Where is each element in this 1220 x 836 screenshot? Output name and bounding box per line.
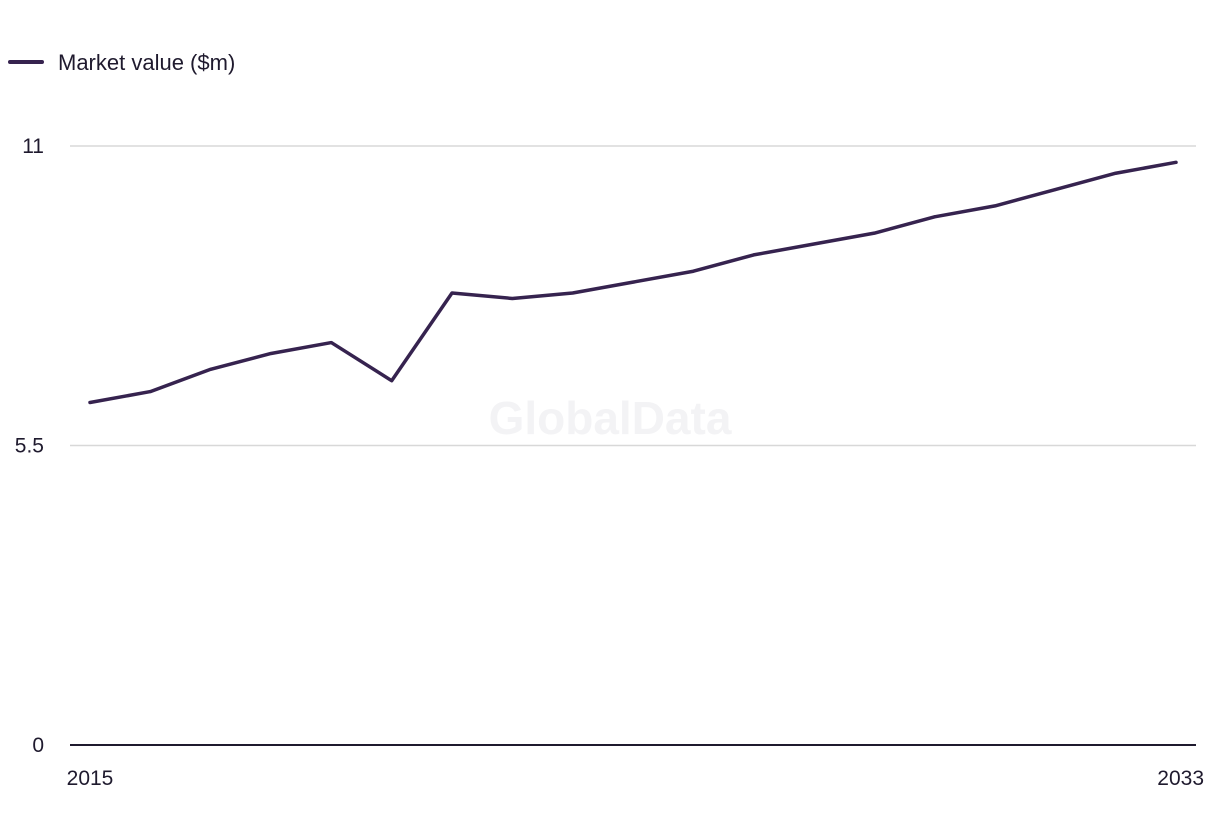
data-point	[631, 280, 635, 284]
gridlines	[70, 145, 1196, 447]
axes: 0 5.5 11 2015 2033	[15, 135, 1204, 790]
legend: Market value ($m)	[8, 50, 235, 75]
data-point	[329, 341, 333, 345]
data-point	[812, 242, 816, 246]
data-point	[1174, 160, 1178, 164]
data-point	[510, 296, 514, 300]
data-point	[571, 291, 575, 295]
x-tick-label: 2015	[67, 767, 114, 790]
series-layer	[88, 160, 1178, 405]
data-point	[209, 367, 213, 371]
data-point	[1114, 171, 1118, 175]
data-point	[752, 253, 756, 257]
data-point	[1053, 188, 1057, 192]
data-point	[450, 291, 454, 295]
data-point	[148, 390, 152, 394]
watermark: GlobalData	[489, 392, 732, 444]
data-point	[872, 231, 876, 235]
data-point	[691, 269, 695, 273]
data-point	[993, 204, 997, 208]
y-tick-label: 5.5	[15, 435, 44, 458]
x-tick-label: 2033	[1157, 767, 1204, 790]
data-point	[88, 400, 92, 404]
data-point	[390, 379, 394, 383]
y-tick-label: 0	[32, 734, 44, 757]
y-tick-label: 11	[22, 135, 44, 158]
legend-label: Market value ($m)	[58, 50, 235, 75]
data-point	[933, 215, 937, 219]
data-point	[269, 351, 273, 355]
